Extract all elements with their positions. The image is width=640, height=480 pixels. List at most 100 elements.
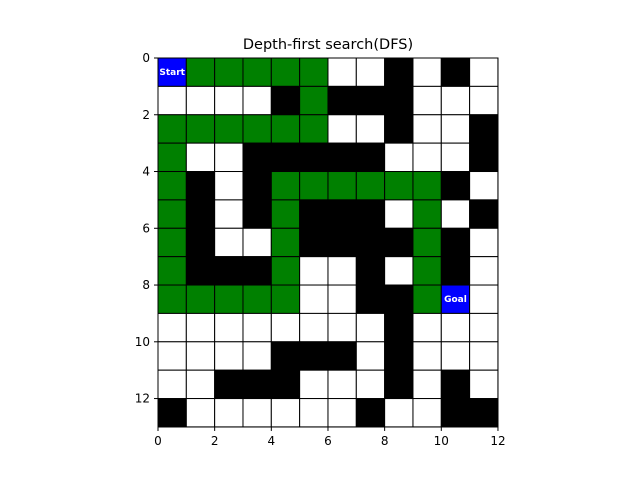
path-cell [299,171,329,201]
wall-cell [384,369,414,400]
empty-cell [412,398,442,428]
path-cell [157,114,187,144]
axes: 0 2 4 6 8 10 12 0 2 4 6 8 10 12 [135,51,506,448]
wall-cell [355,227,386,258]
y-tick-label: 8 [142,278,150,292]
path-cell [299,57,329,87]
wall-cell [185,171,216,201]
path-cell [355,171,386,201]
wall-cell [185,199,216,229]
empty-cell [412,114,442,144]
wall-cell [384,57,414,87]
empty-cell [469,312,499,343]
x-tick-label: 12 [490,434,505,448]
empty-cell [214,85,244,116]
empty-cell [355,312,386,343]
empty-cell [185,312,216,343]
path-cell [185,114,216,144]
path-cell [327,171,357,201]
empty-cell [242,312,272,343]
wall-cell [270,341,301,371]
wall-cell [469,142,499,173]
grid-cells [157,57,499,428]
path-cell [412,199,442,229]
path-cell [214,284,244,314]
wall-cell [242,171,272,201]
y-tick-label: 2 [142,108,150,122]
empty-cell [440,114,471,144]
path-cell [270,199,301,229]
empty-cell [469,57,499,87]
empty-cell [327,398,357,428]
wall-cell [299,199,329,229]
path-cell [412,227,442,258]
wall-cell [384,312,414,343]
x-tick-label: 2 [211,434,219,448]
y-tick-label: 0 [142,51,150,65]
empty-cell [469,256,499,286]
empty-cell [242,341,272,371]
empty-cell [327,256,357,286]
empty-cell [214,312,244,343]
wall-cell [327,199,357,229]
empty-cell [469,369,499,400]
y-tick-label: 10 [135,335,150,349]
path-cell [412,256,442,286]
empty-cell [412,341,442,371]
wall-cell [327,142,357,173]
wall-cell [242,369,272,400]
empty-cell [469,227,499,258]
empty-cell [214,398,244,428]
empty-cell [412,85,442,116]
empty-cell [412,369,442,400]
empty-cell [242,398,272,428]
wall-cell [327,85,357,116]
wall-cell [185,227,216,258]
empty-cell [214,341,244,371]
path-cell [270,114,301,144]
empty-cell [469,171,499,201]
path-cell [412,284,442,314]
path-cell [270,171,301,201]
empty-cell [384,256,414,286]
wall-cell [355,398,386,428]
wall-cell [355,284,386,314]
wall-cell [327,341,357,371]
wall-cell [157,398,187,428]
x-tick-label: 10 [434,434,449,448]
wall-cell [270,142,301,173]
path-cell [157,171,187,201]
x-tick-label: 0 [154,434,162,448]
empty-cell [440,312,471,343]
empty-cell [214,142,244,173]
wall-cell [270,85,301,116]
x-tick-label: 8 [381,434,389,448]
wall-cell [242,142,272,173]
wall-cell [469,398,499,428]
goal-label: Goal [444,295,467,305]
wall-cell [185,256,216,286]
path-cell [157,199,187,229]
empty-cell [384,199,414,229]
path-cell [412,171,442,201]
y-tick-label: 12 [135,392,150,406]
empty-cell [299,369,329,400]
path-cell [270,227,301,258]
chart-title: Depth-first search(DFS) [243,37,413,53]
empty-cell [299,398,329,428]
empty-cell [327,369,357,400]
path-cell [299,114,329,144]
empty-cell [469,341,499,371]
empty-cell [157,85,187,116]
empty-cell [440,199,471,229]
empty-cell [469,284,499,314]
cell-annotations: Start Goal [159,68,466,305]
empty-cell [384,142,414,173]
wall-cell [440,171,471,201]
path-cell [384,171,414,201]
empty-cell [185,369,216,400]
empty-cell [185,341,216,371]
empty-cell [440,142,471,173]
empty-cell [299,312,329,343]
empty-cell [299,284,329,314]
